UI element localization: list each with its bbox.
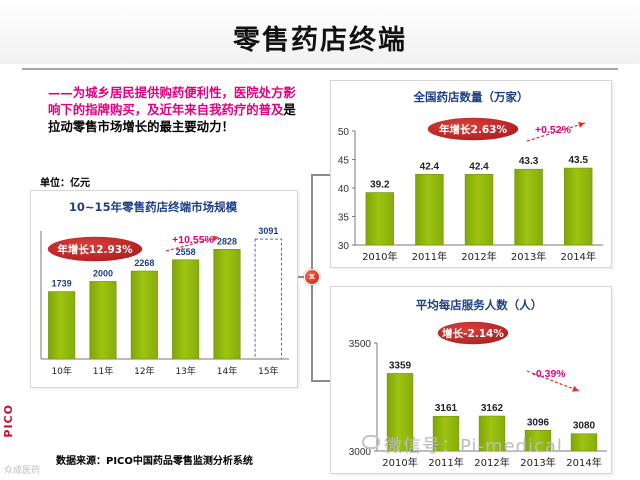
x-tick-label: 2011年 [412, 250, 447, 263]
data-label: 43.3 [519, 156, 539, 167]
x-tick-label: 2014年 [566, 456, 601, 469]
bar [564, 167, 593, 246]
market-size-panel: 10~15年零售药店终端市场规模 1739 10年 2000 11年 2268 12年 255… [30, 190, 298, 388]
service-population-chart: 平均每店服务人数（人） 3000 3500 3359 2010年 3161 2011年 316… [349, 298, 607, 469]
trend-arrow-head [572, 385, 579, 392]
x-tick-label: 2014年 [560, 250, 595, 263]
title-band [0, 0, 640, 64]
data-label: 42.4 [420, 161, 440, 172]
intro-text: ——为城乡居民提供购药便利性，医院处方影响下的指牌购买，及近年来自我药疗的普及是… [48, 84, 308, 135]
pico-logo: PICO [2, 404, 15, 438]
data-label: 3161 [435, 403, 458, 414]
connector-vertical-lower [311, 285, 313, 381]
data-label: 3359 [389, 360, 412, 371]
growth-badge-label: 年增长12.93% [57, 243, 133, 256]
y-tick-label: 45 [338, 156, 350, 167]
x-tick-label: 2013年 [520, 456, 555, 469]
growth-rate-label: +10.55% [172, 234, 214, 246]
growth-badge [46, 235, 144, 263]
data-label: 3096 [527, 417, 550, 428]
bar [514, 168, 543, 246]
corner-brand: 众成医药 [4, 466, 41, 476]
chart-title: 全国药店数量（万家） [413, 90, 529, 104]
data-source: 数据来源：PICO中国药品零售监测分析系统 [56, 456, 253, 467]
trend-arrow-head [578, 121, 585, 128]
x-tick-label: 12年 [134, 365, 154, 377]
x-tick-label: 2013年 [511, 250, 546, 263]
connector-left [298, 276, 304, 278]
x-tick-label: 14年 [217, 365, 237, 377]
connector-bottom [311, 380, 330, 382]
trend-arrow-head [212, 235, 219, 242]
store-count-chart: 全国药店数量（万家） 30 35 40 45 50 39.2 2010年 42.4 2011年 42… [338, 90, 603, 263]
x-tick-label: 2010年 [362, 250, 397, 263]
trend-arrow [165, 236, 220, 252]
data-label: 2000 [93, 268, 113, 278]
data-label: 1739 [52, 279, 72, 289]
intro-conclusion: 是拉动零售市场增长的最主要动力！ [48, 102, 296, 134]
bar [432, 415, 460, 452]
data-label: 43.5 [568, 155, 588, 166]
bar [130, 270, 158, 360]
data-label: 2558 [176, 247, 196, 257]
y-tick-label: 3500 [349, 339, 372, 350]
bar [415, 174, 444, 246]
y-tick-label: 50 [338, 127, 350, 138]
data-label: 3162 [481, 403, 504, 414]
bar [524, 429, 552, 452]
connector-node: x [304, 269, 320, 285]
y-tick-label: 30 [338, 241, 350, 252]
intro-highlight: ——为城乡居民提供购药便利性，医院处方影响下的指牌购买，及近年来自我药疗的普及 [48, 85, 296, 117]
x-tick-label: 15年 [258, 365, 278, 377]
page-title: 零售药店终端 [233, 25, 407, 56]
title-underline [22, 68, 618, 70]
bar [570, 433, 598, 452]
connector-top [311, 174, 330, 176]
x-tick-label: 2012年 [461, 250, 496, 263]
bar [365, 192, 394, 246]
y-tick-label: 35 [338, 213, 350, 224]
data-label: 39.2 [370, 180, 390, 191]
x-tick-label: 13年 [175, 365, 195, 377]
x-tick-label: 11年 [93, 365, 113, 377]
trend-arrow [526, 122, 586, 142]
trend-arrow [526, 370, 580, 392]
forecast-bar [254, 238, 283, 360]
data-label: 2828 [217, 236, 237, 246]
x-tick-label: 2011年 [428, 456, 463, 469]
wechat-icon [362, 435, 380, 449]
bar [48, 291, 76, 360]
bar [386, 373, 414, 452]
y-tick-label: 40 [338, 184, 350, 195]
y-tick-label: 3000 [349, 447, 372, 458]
bar [213, 249, 241, 360]
data-label: 42.4 [469, 161, 489, 172]
connector-vertical [311, 174, 313, 269]
x-tick-label: 2010年 [382, 456, 417, 469]
bar [172, 259, 200, 360]
growth-badge-label: 增长-2.14% [442, 327, 504, 340]
growth-rate-label: -0.39% [532, 368, 566, 380]
growth-rate-label: +0.52% [535, 124, 572, 136]
chart-title: 平均每店服务人数（人） [416, 298, 543, 312]
growth-badge [426, 116, 520, 142]
data-label: 3080 [573, 421, 596, 432]
data-label: 3091 [258, 226, 278, 236]
growth-badge [436, 320, 510, 346]
store-count-panel: 全国药店数量（万家） 30 35 40 45 50 39.2 2010年 42.4 2011年 42… [330, 80, 612, 268]
chart-title: 10~15年零售药店终端市场规模 [69, 200, 238, 214]
x-tick-label: 10年 [51, 365, 71, 377]
unit-label: 单位：亿元 [40, 178, 90, 189]
market-size-chart: 10~15年零售药店终端市场规模 1739 10年 2000 11年 2268 12年 255… [40, 200, 289, 377]
data-label: 2268 [134, 258, 154, 268]
watermark: 微信号：Pi-medical [384, 436, 563, 457]
bar [478, 415, 506, 452]
growth-badge-label: 年增长2.63% [439, 123, 507, 136]
bar [464, 174, 494, 246]
bar [89, 281, 117, 360]
x-tick-label: 2012年 [474, 456, 509, 469]
